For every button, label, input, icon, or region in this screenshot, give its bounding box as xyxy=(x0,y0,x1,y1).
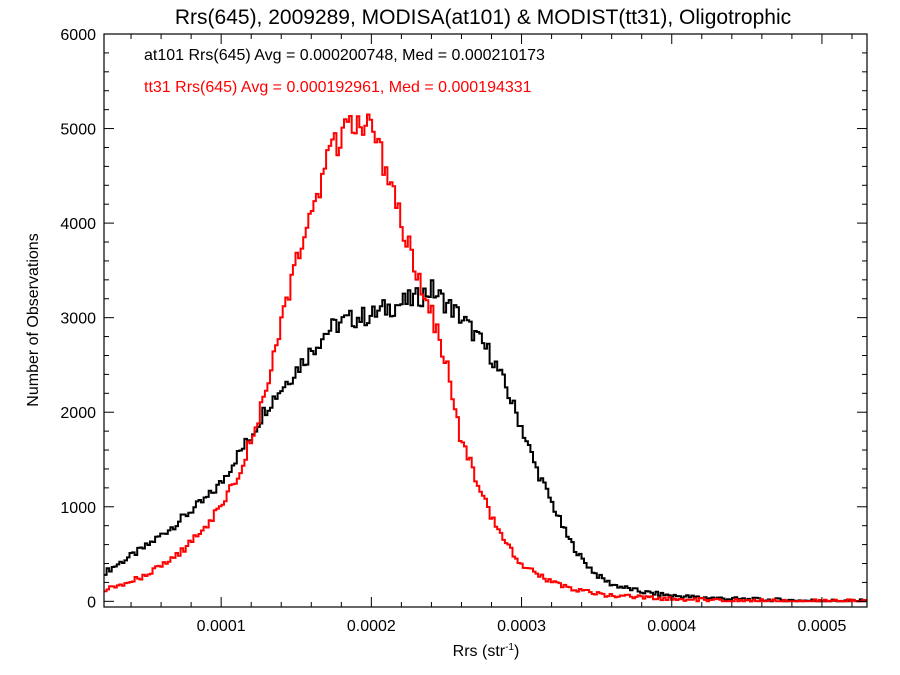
y-tick-label: 6000 xyxy=(60,27,96,44)
x-axis-label: Rrs (str-1) xyxy=(453,642,520,660)
y-axis-label: Number of Observations xyxy=(25,233,42,406)
x-tick-label: 0.0005 xyxy=(797,618,846,635)
series-at101-line xyxy=(104,279,867,603)
x-tick-label: 0.0003 xyxy=(497,618,546,635)
x-axis-label-main: Rrs (str xyxy=(453,643,506,660)
annotation-tt31: tt31 Rrs(645) Avg = 0.000192961, Med = 0… xyxy=(144,79,532,96)
x-axis: 0.0001 0.0002 0.0003 0.0004 0.0005 xyxy=(130,34,853,635)
plot-frame xyxy=(103,33,868,608)
y-tick-label: 3000 xyxy=(60,311,96,328)
y-tick-label: 0 xyxy=(87,594,96,611)
series-layer xyxy=(104,113,867,603)
y-tick-label: 2000 xyxy=(60,405,96,422)
chart-title: Rrs(645), 2009289, MODISA(at101) & MODIS… xyxy=(175,6,791,29)
x-axis-label-tail: ) xyxy=(514,643,519,660)
y-tick-label: 1000 xyxy=(60,500,96,517)
x-axis-label-superscript: -1 xyxy=(505,642,514,653)
y-tick-label: 5000 xyxy=(60,122,96,139)
y-tick-label: 4000 xyxy=(60,216,96,233)
y-axis: 0 1000 2000 3000 4000 5000 6000 xyxy=(60,27,867,611)
annotation-at101: at101 Rrs(645) Avg = 0.000200748, Med = … xyxy=(144,47,545,64)
x-tick-label: 0.0004 xyxy=(647,618,696,635)
x-tick-label: 0.0002 xyxy=(347,618,396,635)
x-tick-label: 0.0001 xyxy=(197,618,246,635)
series-tt31-line xyxy=(104,113,867,603)
